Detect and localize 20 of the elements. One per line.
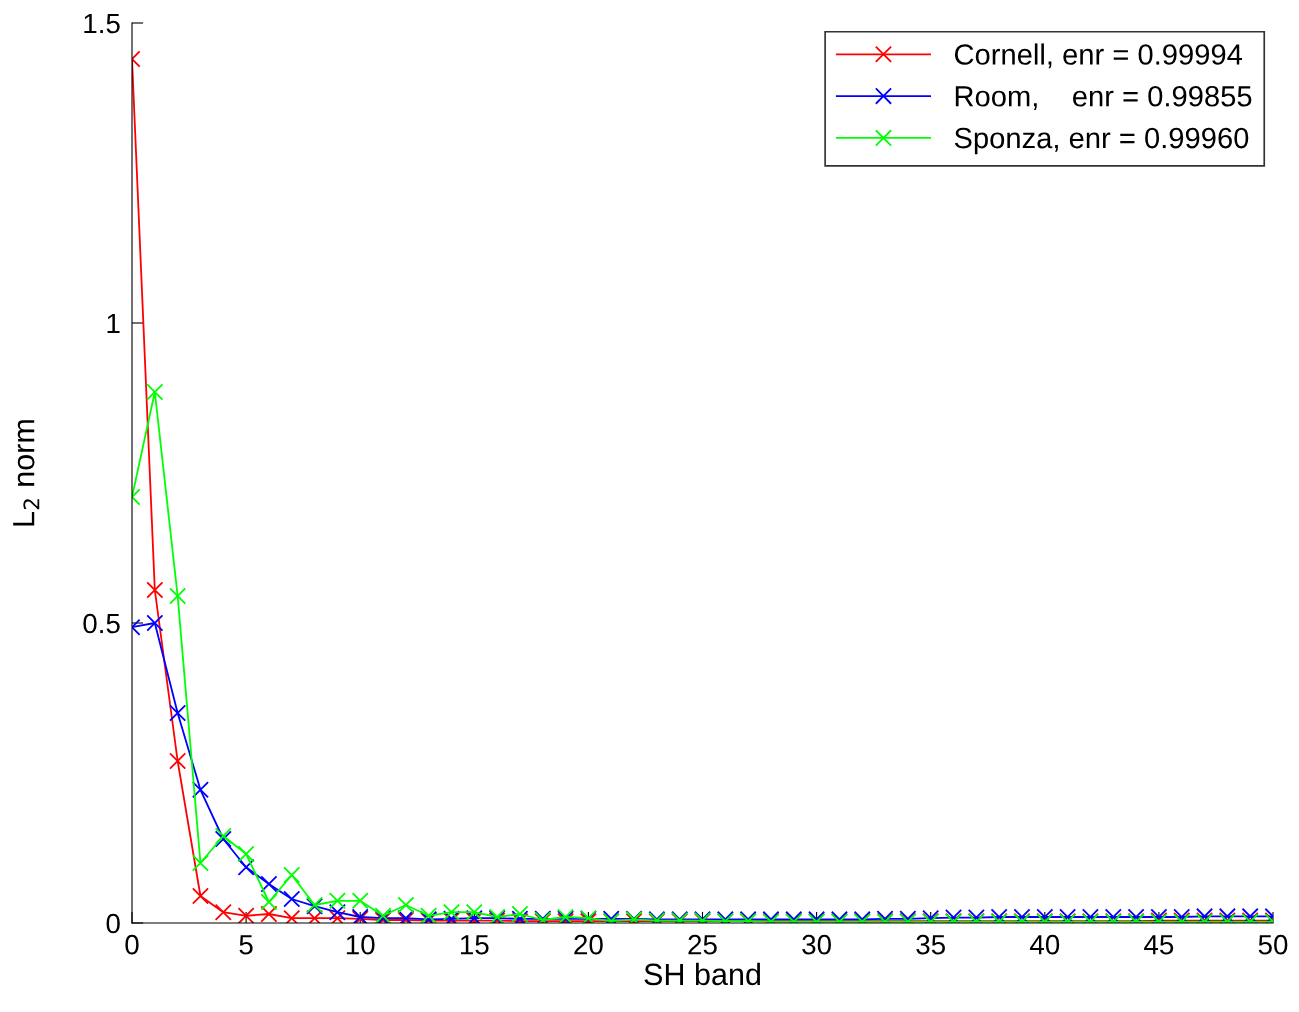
legend-label: Cornell, enr = 0.99994	[954, 43, 1243, 69]
y-tick-label: 0	[106, 913, 120, 934]
x-tick-label: 35	[916, 934, 945, 955]
y-tick-label: 1	[107, 313, 120, 334]
x-tick-label: 20	[574, 934, 603, 955]
x-tick-label: 45	[1144, 935, 1174, 955]
x-tick-label: 40	[1029, 934, 1060, 955]
legend-label: Room, enr = 0.99855	[955, 85, 1252, 111]
x-tick-label: 30	[802, 934, 831, 955]
y-axis-title: L$_{2}$ norm	[13, 420, 40, 526]
legend-label: Sponza, enr = 0.99960	[954, 127, 1249, 155]
x-tick-label: 25	[688, 934, 717, 955]
y-tick-label: 1.5	[84, 13, 120, 34]
x-axis-title: SH band	[644, 962, 760, 986]
x-tick-label: 5	[239, 935, 253, 955]
x-tick-label: 10	[346, 934, 375, 955]
x-tick-label: 15	[460, 935, 489, 955]
x-tick-label: 0	[125, 934, 139, 955]
x-tick-label: 50	[1258, 934, 1288, 955]
y-tick-label: 0.5	[83, 613, 120, 634]
